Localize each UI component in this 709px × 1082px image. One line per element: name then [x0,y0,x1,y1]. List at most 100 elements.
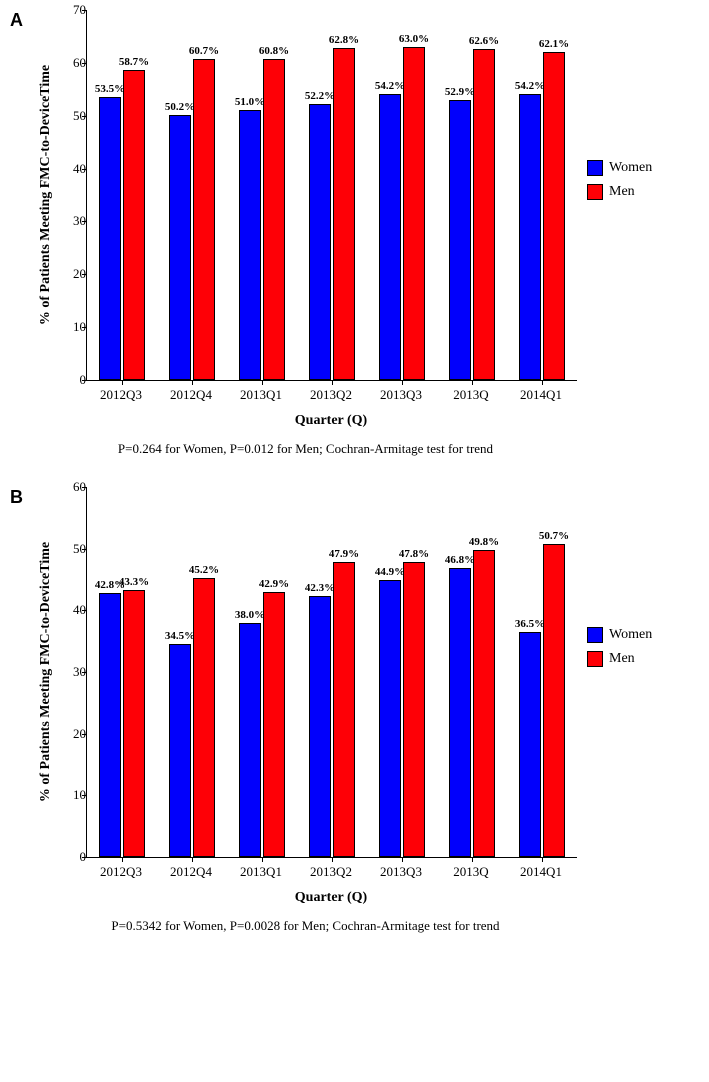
panel-tag: B [10,487,23,508]
bar-label-men: 58.7% [114,56,154,68]
x-tick-mark [192,857,193,862]
bar-label-men: 42.9% [254,578,294,590]
bar-men [543,52,565,380]
x-tick-mark [332,380,333,385]
bar-label-men: 62.6% [464,35,504,47]
bar-label-men: 49.8% [464,536,504,548]
chart-row: % of Patients Meeting FMC-to-DeviceTime0… [10,10,699,457]
legend-item-men: Men [587,184,652,200]
y-axis-label-wrap: % of Patients Meeting FMC-to-DeviceTime [34,487,58,857]
x-tick-mark [542,380,543,385]
chart-frame: % of Patients Meeting FMC-to-DeviceTime0… [34,487,577,906]
x-tick-mark [472,857,473,862]
x-tick-mark [262,380,263,385]
bar-women [449,568,471,857]
x-tick-label: 2014Q1 [520,864,562,880]
legend-swatch-men [587,651,603,667]
x-tick-mark [122,380,123,385]
chart-outer: % of Patients Meeting FMC-to-DeviceTime0… [34,487,577,934]
bar-label-men: 62.1% [534,38,574,50]
chart-row: % of Patients Meeting FMC-to-DeviceTime0… [10,487,699,934]
x-tick-label: 2012Q4 [170,387,212,403]
bar-women [379,580,401,857]
y-axis-label-wrap: % of Patients Meeting FMC-to-DeviceTime [34,10,58,380]
y-tick-mark [82,116,87,117]
legend-swatch-women [587,627,603,643]
y-tick-mark [82,549,87,550]
y-tick-mark [82,10,87,11]
legend-label-women: Women [609,627,652,643]
plot-area: 53.5%58.7%50.2%60.7%51.0%60.8%52.2%62.8%… [86,10,577,381]
bar-men [473,49,495,380]
y-ticks: 010203040506070 [58,10,86,380]
legend: Women Men [587,627,652,667]
legend: Women Men [587,160,652,200]
x-tick-mark [542,857,543,862]
y-axis-label: % of Patients Meeting FMC-to-DeviceTime [38,542,54,802]
plot-column: 42.8%43.3%34.5%45.2%38.0%42.9%42.3%47.9%… [86,487,577,906]
x-tick-label: 2013Q2 [310,387,352,403]
bar-women [99,97,121,380]
x-axis-label: Quarter (Q) [86,413,576,429]
plot-column: 53.5%58.7%50.2%60.7%51.0%60.8%52.2%62.8%… [86,10,577,429]
plot-area: 42.8%43.3%34.5%45.2%38.0%42.9%42.3%47.9%… [86,487,577,858]
y-axis-label: % of Patients Meeting FMC-to-DeviceTime [38,65,54,325]
bar-women [379,94,401,380]
bar-men [193,578,215,857]
bar-label-men: 60.7% [184,45,224,57]
panel-a: A% of Patients Meeting FMC-to-DeviceTime… [10,10,699,457]
chart-outer: % of Patients Meeting FMC-to-DeviceTime0… [34,10,577,457]
y-tick-mark [82,274,87,275]
legend-label-men: Men [609,651,635,667]
y-tick-mark [82,380,87,381]
bar-label-men: 50.7% [534,530,574,542]
y-tick-mark [82,221,87,222]
x-tick-label: 2014Q1 [520,387,562,403]
x-tick-mark [192,380,193,385]
bar-women [519,632,541,857]
x-tick-label: 2013Q2 [310,864,352,880]
bar-men [263,59,285,380]
x-axis-label: Quarter (Q) [86,890,576,906]
y-tick-mark [82,672,87,673]
bar-men [263,592,285,857]
bar-label-men: 63.0% [394,33,434,45]
y-tick-mark [82,327,87,328]
legend-swatch-men [587,184,603,200]
bar-women [309,596,331,857]
bar-label-men: 43.3% [114,576,154,588]
x-tick-label: 2013Q1 [240,864,282,880]
bar-men [543,544,565,857]
x-tick-label: 2013Q [453,864,488,880]
panel-b: B % of Patients Meeting FMC-to-DeviceTime… [10,487,699,934]
bar-women [169,644,191,857]
y-tick-mark [82,857,87,858]
x-labels: 2012Q32012Q42013Q12013Q22013Q32013Q2014Q… [86,864,576,884]
bar-label-men: 60.8% [254,45,294,57]
bar-label-men: 47.8% [394,548,434,560]
bar-women [449,100,471,380]
legend-label-women: Women [609,160,652,176]
x-tick-label: 2013Q1 [240,387,282,403]
bar-label-men: 62.8% [324,34,364,46]
caption: P=0.264 for Women, P=0.012 for Men; Coch… [118,441,493,457]
bar-women [99,593,121,857]
legend-item-women: Women [587,627,652,643]
legend-item-women: Women [587,160,652,176]
x-tick-label: 2012Q4 [170,864,212,880]
y-tick-mark [82,610,87,611]
bar-women [239,623,261,857]
bar-label-men: 47.9% [324,548,364,560]
x-tick-mark [122,857,123,862]
bar-women [169,115,191,380]
x-tick-label: 2013Q [453,387,488,403]
chart-frame: % of Patients Meeting FMC-to-DeviceTime0… [34,10,577,429]
bar-men [403,562,425,857]
x-tick-mark [402,380,403,385]
legend-item-men: Men [587,651,652,667]
bar-men [123,590,145,857]
x-tick-mark [332,857,333,862]
y-tick-mark [82,169,87,170]
x-tick-label: 2012Q3 [100,387,142,403]
y-tick-mark [82,795,87,796]
